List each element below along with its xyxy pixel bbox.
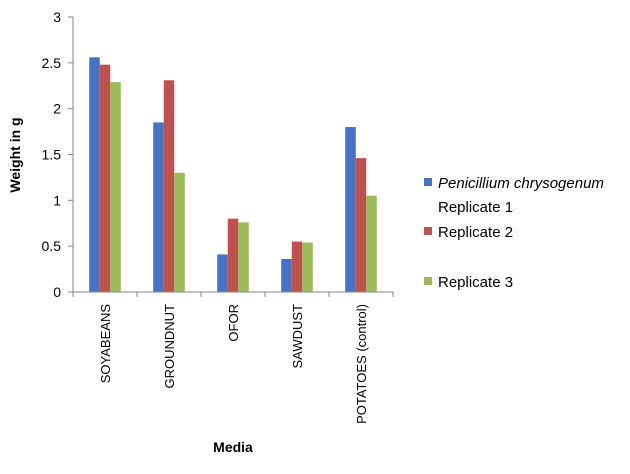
y-tick-label: 3 xyxy=(53,9,61,25)
y-tick-label: 1.5 xyxy=(42,147,62,163)
x-category-label: POTATOES (control) xyxy=(354,304,369,424)
y-axis-title: Weight in g xyxy=(7,117,23,192)
bar-sawdust-replicate-3 xyxy=(302,242,313,292)
legend-swatch-replicate-3 xyxy=(424,277,432,285)
legend: Penicillium chrysogenum Replicate 1 Repl… xyxy=(424,175,608,291)
bar-potatoes-control-replicate-2 xyxy=(355,158,367,292)
x-category-label: SAWDUST xyxy=(290,304,305,369)
legend-label-replicate-1-name: Replicate 1 xyxy=(438,199,513,216)
bar-soyabeans-replicate-2 xyxy=(99,64,111,292)
x-category-label: GROUNDNUT xyxy=(162,304,177,389)
bar-sawdust-replicate-2 xyxy=(291,241,303,292)
legend-label-replicate-2: Replicate 2 xyxy=(438,224,513,241)
bar-groundnut-replicate-1 xyxy=(153,122,164,292)
bar-groundnut-replicate-2 xyxy=(163,80,175,292)
y-tick-label: 2 xyxy=(53,101,61,117)
bar-soyabeans-replicate-1 xyxy=(89,57,100,292)
bar-soyabeans-replicate-3 xyxy=(110,82,121,292)
legend-swatch-replicate-1 xyxy=(424,178,432,186)
bar-ofor-replicate-3 xyxy=(238,222,249,292)
bar-potatoes-control-replicate-1 xyxy=(345,127,356,292)
bar-groundnut-replicate-3 xyxy=(174,172,185,292)
x-category-label: OFOR xyxy=(226,304,241,342)
y-tick-label: 1 xyxy=(53,192,61,208)
y-tick-label: 2.5 xyxy=(42,55,62,71)
labels-layer: 0 0.5 1 1.5 2 2.5 3 SOYABEANS GROUNDNUT OFOR SAWDU… xyxy=(42,9,369,424)
y-tick-label: 0.5 xyxy=(42,238,62,254)
bar-ofor-replicate-2 xyxy=(227,218,239,292)
x-category-label: SOYABEANS xyxy=(98,304,113,384)
legend-label-replicate-1-species: Penicillium chrysogenum xyxy=(438,175,604,192)
bars-layer xyxy=(89,57,377,292)
bar-potatoes-control-replicate-3 xyxy=(366,195,377,292)
y-tick-label: 0 xyxy=(53,284,61,300)
bar-sawdust-replicate-1 xyxy=(281,259,292,292)
legend-swatch-replicate-2 xyxy=(424,227,432,235)
legend-label-replicate-1: Penicillium chrysogenum Replicate 1 xyxy=(438,175,608,216)
legend-label-replicate-3: Replicate 3 xyxy=(438,274,513,291)
x-axis-title: Media xyxy=(213,439,253,455)
bar-ofor-replicate-1 xyxy=(217,254,228,292)
axes-layer xyxy=(68,16,394,297)
